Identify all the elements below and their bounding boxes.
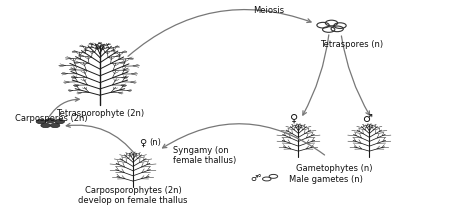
Circle shape [55, 119, 64, 124]
Text: Syngamy (on
female thallus): Syngamy (on female thallus) [173, 146, 237, 165]
Text: Gametophytes (n): Gametophytes (n) [296, 164, 372, 173]
Circle shape [50, 123, 60, 128]
Text: Carposporophytes (2n)
develop on female thallus: Carposporophytes (2n) develop on female … [78, 186, 188, 205]
Text: Male gametes (n): Male gametes (n) [289, 175, 363, 184]
Text: (n): (n) [150, 138, 162, 147]
Text: ♀: ♀ [139, 138, 146, 148]
Circle shape [36, 119, 46, 124]
Text: ♂: ♂ [362, 114, 372, 124]
Text: ♂°: ♂° [250, 174, 262, 183]
Text: Tetraspores (n): Tetraspores (n) [319, 40, 383, 49]
Text: Tetrasporophyte (2n): Tetrasporophyte (2n) [56, 109, 144, 118]
Circle shape [46, 119, 55, 123]
Circle shape [41, 123, 50, 128]
Text: Carpospores (2n): Carpospores (2n) [15, 114, 88, 123]
Text: ♀: ♀ [290, 114, 298, 124]
Text: Meiosis: Meiosis [254, 6, 285, 15]
